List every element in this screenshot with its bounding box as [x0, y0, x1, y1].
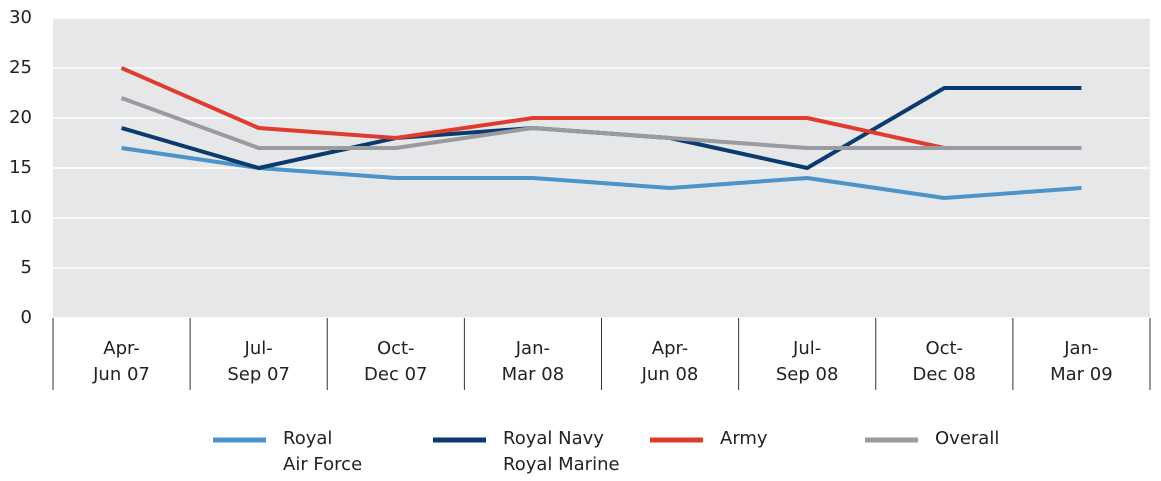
y-tick-label: 5 [20, 257, 32, 278]
y-tick-label: 10 [9, 207, 32, 228]
x-tick-label: Jul- Sep 08 [775, 338, 839, 385]
y-tick-label: 25 [9, 57, 32, 78]
y-tick-label: 20 [9, 107, 32, 128]
x-tick-label: Oct- Dec 08 [912, 338, 976, 385]
y-tick-label: 15 [9, 157, 32, 178]
legend-label: Army [720, 428, 768, 449]
series-line [120, 96, 1082, 150]
y-tick-label: 0 [20, 307, 32, 328]
x-tick-label: Apr- Jun 07 [93, 338, 150, 385]
y-tick-label: 30 [9, 7, 32, 28]
x-tick-label: Jul- Sep 07 [227, 338, 290, 385]
x-tick-label: Jan- Mar 08 [501, 338, 565, 385]
series-line [120, 66, 1082, 150]
legend-label: Royal Navy Royal Marine [503, 428, 620, 475]
legend-label: Royal Air Force [283, 428, 363, 475]
x-tick-label: Jan- Mar 09 [1050, 338, 1113, 385]
x-tick-label: Oct- Dec 07 [364, 338, 428, 385]
x-tick-label: Apr- Jun 08 [641, 338, 699, 385]
series-line [121, 146, 1082, 200]
legend-label: Overall [935, 428, 1000, 449]
